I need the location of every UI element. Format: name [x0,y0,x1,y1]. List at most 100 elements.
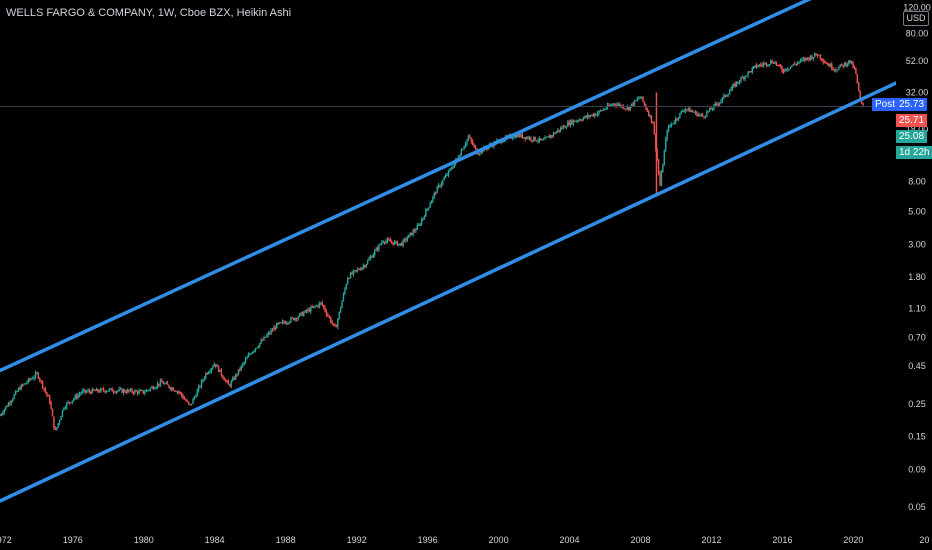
time-tick-label: 1972 [0,535,12,545]
candle-body [528,137,531,139]
candle-body [280,322,282,324]
candle-body [189,403,191,405]
candle-body [581,120,583,122]
candle-body [427,207,430,209]
candle-body [80,393,82,395]
candle-body [754,65,756,67]
candle-body [294,318,296,321]
prev-price-badge: 25.08 [896,130,928,143]
candle-body [156,383,159,388]
candle-body [327,314,329,316]
candle-body [460,150,463,156]
candle-body [630,103,633,106]
candle-body [802,58,805,60]
candle-body [639,97,641,99]
candle-body [403,238,406,240]
candle-body [832,68,834,70]
candle-body [192,398,194,404]
candle-body [396,241,399,246]
candle-body [348,278,350,280]
candle-body [206,373,208,375]
time-axis[interactable]: 1972 1976 1980 1984 1988 1992 1996 2000 2004 2008… [0,530,932,550]
candle-body [342,293,345,301]
candle-body [10,400,13,404]
candle-body [261,340,264,342]
candle-body [274,327,277,329]
candle-body [29,378,31,380]
candle-body [395,241,397,243]
candle-body [237,369,240,375]
candle-body [855,67,857,74]
candle-body [859,91,861,101]
candle-body [159,380,162,386]
candle-body [653,123,656,134]
candle-body [345,284,348,289]
candle-body [682,111,684,113]
candle-body [131,389,133,393]
candle-body [97,388,99,392]
candle-body [148,390,150,392]
candle-body [628,107,630,110]
candle-body [183,398,186,400]
price-tick-label: 1.10 [908,304,926,314]
candle-body [838,66,840,70]
candle-body [398,243,400,246]
candle-body [788,68,790,70]
candle-body [821,58,823,61]
candle-body [161,380,163,383]
time-tick-label: 20 [919,535,929,545]
candle-body [168,384,170,388]
candle-body [625,108,627,110]
candle-body [149,388,152,391]
candle-body [359,269,362,271]
candle-body [595,113,597,116]
candle-body [449,168,451,171]
candle-body [684,109,687,111]
candle-body [100,388,102,392]
candle-body [771,61,773,63]
candle-body [372,254,375,258]
candle-body [700,114,702,116]
currency-button[interactable]: USD [903,11,929,26]
candle-body [545,137,548,139]
candle-body [335,326,338,328]
countdown-badge: 1d 22h [896,146,932,159]
candle-body [339,307,342,312]
candle-body [550,135,552,138]
candle-body [858,83,860,92]
candle-body [691,111,694,113]
candle-body [68,402,71,404]
candle-body [714,103,717,105]
channel-lower-line [0,81,898,503]
candle-body [212,366,214,369]
candle-body [364,265,366,267]
candle-body [578,119,580,121]
candle-body [90,391,92,394]
candle-body [347,278,349,285]
candle-body [554,132,556,134]
candle-body [731,85,734,90]
candle-body [534,136,536,141]
candle-body [690,111,692,113]
candle-body [215,364,217,367]
candle-body [711,108,714,110]
candle-body [122,389,125,393]
price-axis[interactable]: 120.0080.0052.0032.0018.0013.008.005.003… [896,0,932,550]
candle-body [615,104,617,106]
candle-body [314,306,316,308]
candle-body [46,392,48,396]
candle-body [175,391,177,393]
candle-body [737,81,739,83]
candle-body [775,62,778,65]
candle-body [717,104,719,106]
candle-body [0,414,3,416]
candle-body [337,318,339,327]
candle-body [418,224,420,226]
candle-body [826,63,829,65]
candle-body [200,380,203,387]
candle-body [785,68,788,71]
candle-body [643,101,646,105]
candle-body [222,375,224,379]
candle-body [848,60,850,64]
